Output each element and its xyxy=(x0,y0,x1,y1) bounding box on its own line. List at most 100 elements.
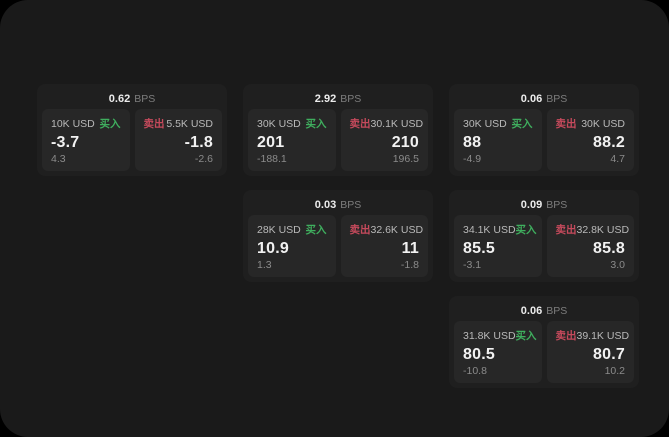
buy-panel-top: 10K USD 买入 xyxy=(51,116,121,131)
buy-panel[interactable]: 31.8K USD 买入 80.5 -10.8 xyxy=(454,321,542,383)
bps-value: 0.09 xyxy=(520,199,543,211)
sell-panel[interactable]: 卖出 32.6K USD 11 -1.8 xyxy=(340,215,428,277)
bps-unit-label: BPS xyxy=(546,305,568,317)
buy-side-label: 买入 xyxy=(515,330,537,342)
buy-amount: 30K USD xyxy=(463,118,507,130)
buy-panel-top: 30K USD 买入 xyxy=(257,116,327,131)
buy-side-label: 买入 xyxy=(515,224,537,236)
buy-delta: 4.3 xyxy=(51,153,66,165)
sell-amount: 32.8K USD xyxy=(576,224,630,236)
buy-delta: 1.3 xyxy=(257,259,272,271)
cards-grid: 0.62 BPS 10K USD 买入 -3.7 4.3 卖出 5.5K USD … xyxy=(37,84,639,388)
sell-price: 88.2 xyxy=(593,133,625,151)
bps-card: 0.06 BPS 31.8K USD 买入 80.5 -10.8 卖出 39.1K… xyxy=(449,296,639,388)
sell-price: 80.7 xyxy=(593,345,625,363)
bps-unit-label: BPS xyxy=(340,199,362,211)
sell-delta: 3.0 xyxy=(610,259,625,271)
bps-card: 0.06 BPS 30K USD 买入 88 -4.9 卖出 30K USD 88… xyxy=(449,84,639,176)
sell-delta: 4.7 xyxy=(610,153,625,165)
card-panels: 10K USD 买入 -3.7 4.3 卖出 5.5K USD -1.8 -2.… xyxy=(42,109,222,171)
buy-panel[interactable]: 28K USD 买入 10.9 1.3 xyxy=(248,215,336,277)
bps-card: 0.03 BPS 28K USD 买入 10.9 1.3 卖出 32.6K USD… xyxy=(243,190,433,282)
bps-card: 0.09 BPS 34.1K USD 买入 85.5 -3.1 卖出 32.8K … xyxy=(449,190,639,282)
buy-panel-top: 28K USD 买入 xyxy=(257,222,327,237)
bps-value: 2.92 xyxy=(314,93,337,105)
sell-side-label: 卖出 xyxy=(143,118,165,130)
buy-price: 201 xyxy=(257,133,285,151)
sell-delta: 196.5 xyxy=(392,153,419,165)
card-header: 0.09 BPS xyxy=(454,195,634,213)
sell-side-label: 卖出 xyxy=(349,118,371,130)
bps-unit-label: BPS xyxy=(546,93,568,105)
card-header: 0.03 BPS xyxy=(248,195,428,213)
buy-amount: 31.8K USD xyxy=(463,330,516,342)
buy-side-label: 买入 xyxy=(511,118,533,130)
buy-amount: 30K USD xyxy=(257,118,301,130)
bps-value: 0.62 xyxy=(108,93,131,105)
buy-delta: -10.8 xyxy=(463,365,487,377)
card-panels: 30K USD 买入 201 -188.1 卖出 30.1K USD 210 1… xyxy=(248,109,428,171)
sell-price: 11 xyxy=(401,239,419,257)
bps-unit-label: BPS xyxy=(340,93,362,105)
sell-panel-top: 卖出 30K USD xyxy=(556,116,626,131)
card-panels: 30K USD 买入 88 -4.9 卖出 30K USD 88.2 4.7 xyxy=(454,109,634,171)
sell-side-label: 卖出 xyxy=(349,224,371,236)
bps-value: 0.06 xyxy=(520,305,543,317)
sell-amount: 30K USD xyxy=(581,118,625,130)
bps-card: 0.62 BPS 10K USD 买入 -3.7 4.3 卖出 5.5K USD … xyxy=(37,84,227,176)
sell-side-label: 卖出 xyxy=(555,118,577,130)
buy-price: 88 xyxy=(463,133,482,151)
sell-panel-top: 卖出 32.8K USD xyxy=(556,222,630,237)
buy-panel[interactable]: 34.1K USD 买入 85.5 -3.1 xyxy=(454,215,542,277)
sell-amount: 32.6K USD xyxy=(370,224,424,236)
buy-price: 10.9 xyxy=(257,239,289,257)
sell-amount: 39.1K USD xyxy=(576,330,630,342)
sell-delta: -1.8 xyxy=(400,259,419,271)
card-header: 2.92 BPS xyxy=(248,89,428,107)
sell-panel-top: 卖出 39.1K USD xyxy=(555,328,630,343)
sell-amount: 30.1K USD xyxy=(370,118,424,130)
buy-price: 80.5 xyxy=(463,345,495,363)
bps-value: 0.06 xyxy=(520,93,543,105)
sell-panel[interactable]: 卖出 39.1K USD 80.7 10.2 xyxy=(546,321,634,383)
buy-amount: 10K USD xyxy=(51,118,95,130)
sell-panel-top: 卖出 30.1K USD xyxy=(349,116,424,131)
card-panels: 34.1K USD 买入 85.5 -3.1 卖出 32.8K USD 85.8… xyxy=(454,215,634,277)
sell-panel-top: 卖出 5.5K USD xyxy=(144,116,214,131)
buy-delta: -188.1 xyxy=(257,153,287,165)
card-header: 0.62 BPS xyxy=(42,89,222,107)
sell-panel[interactable]: 卖出 5.5K USD -1.8 -2.6 xyxy=(134,109,222,171)
sell-delta: 10.2 xyxy=(604,365,625,377)
sell-side-label: 卖出 xyxy=(555,330,577,342)
bps-value: 0.03 xyxy=(314,199,337,211)
buy-panel[interactable]: 30K USD 买入 201 -188.1 xyxy=(248,109,336,171)
buy-delta: -4.9 xyxy=(463,153,482,165)
buy-amount: 34.1K USD xyxy=(463,224,516,236)
buy-delta: -3.1 xyxy=(463,259,482,271)
bps-unit-label: BPS xyxy=(546,199,568,211)
sell-panel[interactable]: 卖出 30.1K USD 210 196.5 xyxy=(340,109,428,171)
buy-price: 85.5 xyxy=(463,239,495,257)
sell-delta: -2.6 xyxy=(194,153,213,165)
sell-panel[interactable]: 卖出 30K USD 88.2 4.7 xyxy=(546,109,634,171)
sell-price: 85.8 xyxy=(593,239,625,257)
buy-side-label: 买入 xyxy=(99,118,121,130)
sell-amount: 5.5K USD xyxy=(166,118,213,130)
sell-panel[interactable]: 卖出 32.8K USD 85.8 3.0 xyxy=(546,215,634,277)
buy-panel-top: 34.1K USD 买入 xyxy=(463,222,537,237)
buy-panel-top: 31.8K USD 买入 xyxy=(463,328,537,343)
buy-price: -3.7 xyxy=(51,133,80,151)
card-panels: 31.8K USD 买入 80.5 -10.8 卖出 39.1K USD 80.… xyxy=(454,321,634,383)
buy-panel[interactable]: 30K USD 买入 88 -4.9 xyxy=(454,109,542,171)
buy-amount: 28K USD xyxy=(257,224,301,236)
buy-panel[interactable]: 10K USD 买入 -3.7 4.3 xyxy=(42,109,130,171)
buy-panel-top: 30K USD 买入 xyxy=(463,116,533,131)
sell-panel-top: 卖出 32.6K USD xyxy=(349,222,424,237)
card-header: 0.06 BPS xyxy=(454,301,634,319)
buy-side-label: 买入 xyxy=(305,118,327,130)
bps-card: 2.92 BPS 30K USD 买入 201 -188.1 卖出 30.1K U… xyxy=(243,84,433,176)
buy-side-label: 买入 xyxy=(305,224,327,236)
bps-unit-label: BPS xyxy=(134,93,156,105)
sell-price: -1.8 xyxy=(184,133,213,151)
